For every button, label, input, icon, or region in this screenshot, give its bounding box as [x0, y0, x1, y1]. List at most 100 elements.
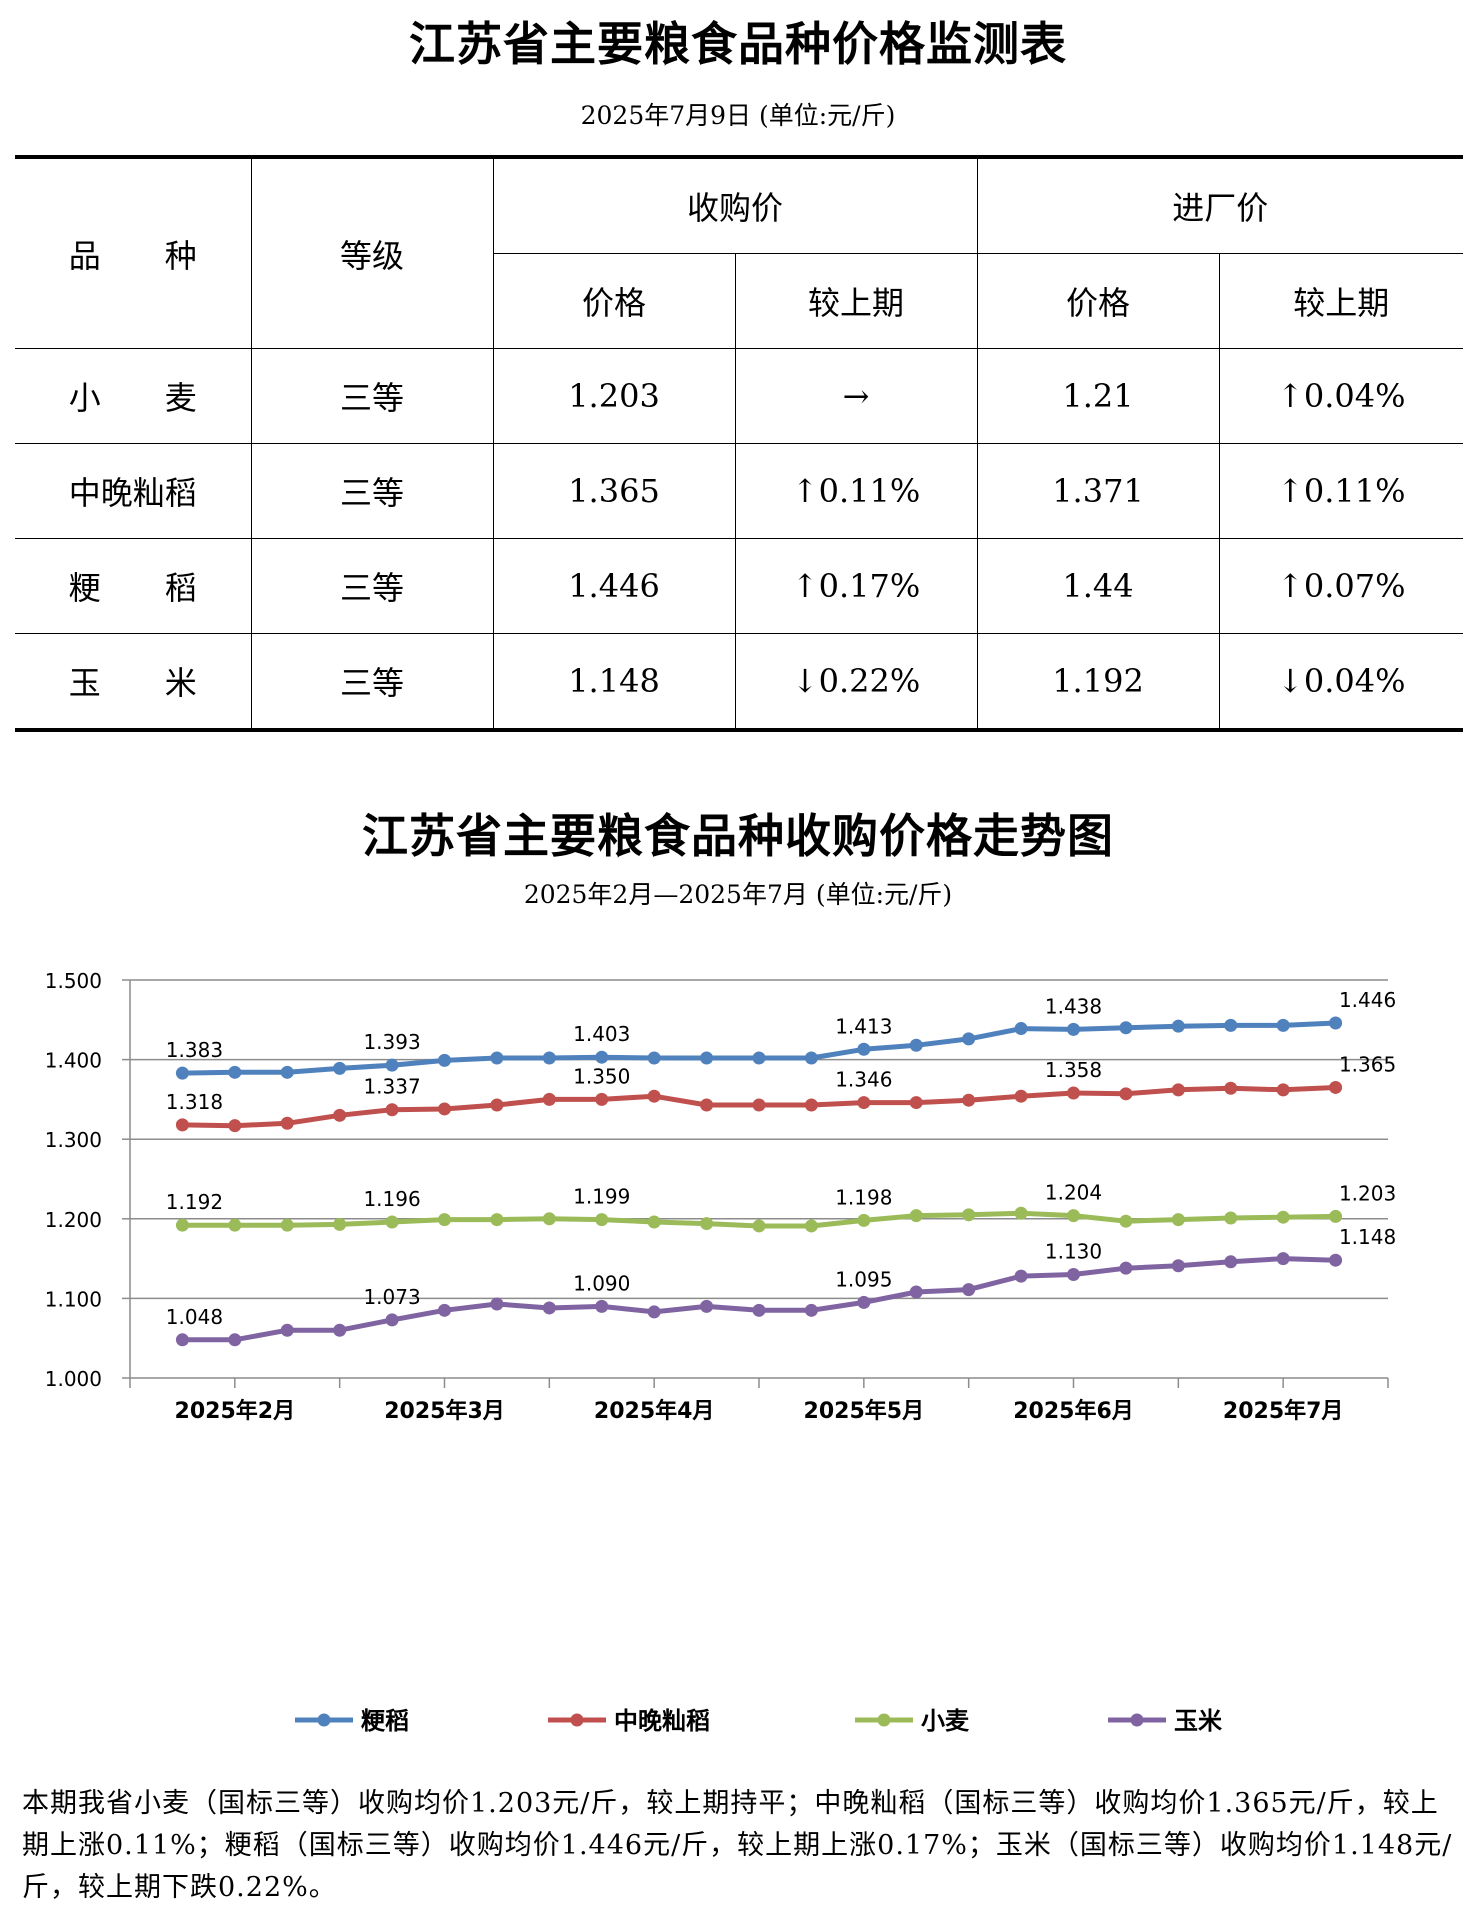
data-label: 1.130 — [1045, 1240, 1102, 1264]
data-point — [595, 1213, 609, 1227]
data-point — [857, 1213, 871, 1227]
data-label: 1.199 — [573, 1185, 630, 1209]
data-point — [1276, 1252, 1290, 1266]
data-point — [1329, 1016, 1343, 1030]
data-point — [857, 1295, 871, 1309]
data-point — [962, 1032, 976, 1046]
data-point — [175, 1118, 189, 1132]
data-point — [438, 1303, 451, 1317]
data-point — [909, 1209, 923, 1223]
y-tick-label: 1.000 — [45, 1367, 102, 1391]
cell-grade: 三等 — [250, 633, 494, 732]
data-point — [1119, 1261, 1133, 1275]
data-point — [385, 1215, 399, 1229]
cell-factory-price: 1.192 — [976, 633, 1220, 732]
data-point — [542, 1051, 556, 1065]
data-point — [1171, 1213, 1185, 1227]
data-point — [228, 1218, 242, 1232]
x-tick-label: 2025年6月 — [1013, 1398, 1134, 1424]
data-point — [1329, 1253, 1343, 1267]
data-point — [804, 1098, 818, 1112]
data-point — [280, 1218, 294, 1232]
data-point — [490, 1098, 504, 1112]
data-point — [1171, 1083, 1185, 1097]
cell-factory-change: ↑0.07% — [1218, 538, 1463, 634]
data-point — [333, 1323, 347, 1337]
summary-note: 本期我省小麦（国标三等）收购均价1.203元/斤，较上期持平；中晚籼稻（国标三等… — [22, 1788, 1453, 1903]
data-point — [700, 1098, 714, 1112]
cell-purchase-change: ↑0.11% — [734, 443, 978, 539]
cell-purchase-price: 1.148 — [492, 633, 736, 732]
data-point — [752, 1219, 766, 1233]
data-point — [1224, 1018, 1238, 1032]
data-point — [490, 1297, 504, 1311]
data-label: 1.350 — [573, 1064, 630, 1088]
data-point — [804, 1303, 818, 1317]
data-point — [1329, 1209, 1343, 1223]
x-tick-label: 2025年5月 — [804, 1398, 925, 1424]
series-line — [179, 1020, 1339, 1076]
legend-marker — [317, 1713, 331, 1727]
header-factory: 进厂价 — [976, 155, 1463, 254]
data-point — [228, 1065, 242, 1079]
data-label: 1.318 — [166, 1090, 223, 1114]
data-point — [228, 1119, 242, 1133]
data-label: 1.048 — [166, 1305, 223, 1329]
table-row: 玉 米 三等 1.148 ↓0.22% 1.192 ↓0.04% — [15, 633, 1463, 732]
data-point — [1224, 1211, 1238, 1225]
data-point — [438, 1213, 451, 1227]
cell-variety: 玉 米 — [15, 633, 252, 732]
table-row: 小 麦 三等 1.203 → 1.21 ↑0.04% — [15, 348, 1463, 444]
data-label: 1.413 — [835, 1014, 892, 1038]
data-label: 1.383 — [166, 1038, 223, 1062]
data-label: 1.198 — [835, 1185, 892, 1209]
data-point — [438, 1053, 451, 1067]
data-label: 1.095 — [835, 1267, 892, 1291]
table-row: 中晚籼稻 三等 1.365 ↑0.11% 1.371 ↑0.11% — [15, 443, 1463, 539]
table-subtitle: 2025年7月9日 (单位:元/斤) — [580, 101, 896, 130]
data-point — [804, 1051, 818, 1065]
data-point — [1014, 1022, 1028, 1036]
data-point — [542, 1092, 556, 1106]
data-point — [542, 1301, 556, 1315]
data-label: 1.073 — [363, 1285, 420, 1309]
price-table: 品 种 等级 收购价 进厂价 价格 较上期 价格 较上期 小 麦 三等 1.20… — [15, 155, 1463, 732]
legend-label: 粳稻 — [361, 1707, 409, 1735]
data-point — [1171, 1259, 1185, 1273]
data-point — [385, 1103, 399, 1117]
data-point — [700, 1051, 714, 1065]
data-point — [595, 1299, 609, 1313]
legend-marker — [877, 1713, 891, 1727]
data-point — [857, 1042, 871, 1056]
data-label: 1.446 — [1339, 988, 1396, 1012]
data-point — [490, 1213, 504, 1227]
cell-variety: 粳 稻 — [15, 538, 252, 634]
data-point — [1224, 1255, 1238, 1269]
data-point — [1067, 1268, 1080, 1282]
cell-grade: 三等 — [250, 538, 494, 634]
data-point — [542, 1212, 556, 1226]
data-point — [1014, 1206, 1028, 1220]
data-point — [595, 1092, 609, 1106]
data-point — [1171, 1019, 1185, 1033]
data-point — [385, 1313, 399, 1327]
data-point — [857, 1096, 871, 1110]
x-tick-label: 2025年2月 — [175, 1398, 296, 1424]
data-point — [1276, 1018, 1290, 1032]
header-variety: 品 种 — [15, 155, 252, 349]
data-point — [1276, 1083, 1290, 1097]
data-point — [962, 1093, 976, 1107]
data-point — [1119, 1021, 1133, 1035]
y-tick-label: 1.100 — [45, 1287, 102, 1311]
legend-marker — [1130, 1713, 1144, 1727]
data-label: 1.438 — [1045, 994, 1102, 1018]
cell-purchase-price: 1.365 — [492, 443, 736, 539]
cell-variety: 中晚籼稻 — [15, 443, 252, 539]
data-point — [385, 1058, 399, 1072]
data-point — [333, 1061, 347, 1075]
data-label: 1.358 — [1045, 1058, 1102, 1082]
data-point — [962, 1283, 976, 1297]
data-point — [1067, 1209, 1080, 1223]
cell-grade: 三等 — [250, 443, 494, 539]
y-tick-label: 1.200 — [45, 1208, 102, 1232]
